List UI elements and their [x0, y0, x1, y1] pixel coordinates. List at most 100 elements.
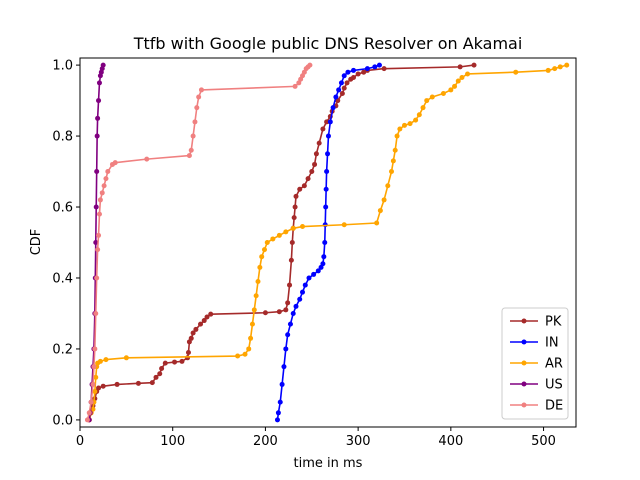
data-point-ar — [465, 71, 471, 77]
data-point-in — [306, 275, 312, 281]
data-point-pk — [292, 204, 298, 210]
data-point-pk — [285, 300, 291, 306]
data-point-ar — [392, 147, 398, 153]
data-point-in — [333, 94, 339, 100]
data-point-de — [105, 169, 111, 175]
data-point-pk — [149, 380, 155, 386]
data-point-ar — [564, 62, 570, 68]
data-point-ar — [545, 67, 551, 73]
data-point-pk — [198, 321, 204, 327]
data-point-ar — [97, 358, 103, 364]
data-point-us — [96, 80, 102, 86]
data-point-in — [290, 310, 296, 316]
data-point-pk — [344, 80, 350, 86]
data-point-pk — [341, 85, 347, 91]
data-point-ar — [251, 307, 257, 313]
data-point-pk — [185, 349, 191, 355]
data-point-ar — [103, 357, 109, 363]
data-point-de — [92, 346, 98, 352]
axes-frame — [79, 57, 577, 428]
series-ar — [86, 62, 570, 423]
data-point-ar — [93, 374, 99, 380]
data-point-de — [84, 417, 90, 423]
data-point-ar — [513, 69, 519, 75]
data-point-de — [196, 94, 202, 100]
legend-label-us: US — [545, 378, 563, 393]
data-point-ar — [455, 78, 461, 84]
data-point-ar — [389, 169, 395, 175]
plot-series — [84, 62, 570, 423]
data-point-in — [341, 73, 347, 79]
data-point-in — [338, 80, 344, 86]
data-point-ar — [416, 112, 422, 118]
legend-item-us: US — [510, 378, 563, 393]
data-point-de — [188, 147, 194, 153]
data-point-ar — [401, 122, 407, 128]
data-point-ar — [377, 208, 383, 214]
chart-title: Ttfb with Google public DNS Resolver on … — [133, 34, 523, 53]
legend-label-pk: PK — [545, 315, 562, 330]
data-point-ar — [341, 222, 347, 228]
x-tick-label: 400 — [438, 434, 463, 449]
data-point-ar — [257, 264, 263, 270]
data-point-ar — [249, 321, 255, 327]
legend-item-de: DE — [510, 399, 563, 414]
data-point-pk — [457, 64, 463, 70]
data-point-ar — [381, 197, 387, 203]
data-point-pk — [361, 69, 367, 75]
data-point-us — [94, 133, 100, 139]
data-point-ar — [459, 75, 465, 81]
data-point-ar — [397, 126, 403, 132]
data-point-pk — [297, 186, 303, 192]
data-point-in — [315, 268, 321, 274]
data-point-de — [101, 183, 107, 189]
data-point-ar — [290, 225, 296, 231]
data-point-ar — [270, 236, 276, 242]
data-point-pk — [262, 310, 268, 316]
legend-item-pk: PK — [510, 315, 562, 330]
data-point-ar — [283, 229, 289, 235]
data-point-ar — [413, 117, 419, 123]
legend-marker-ar — [521, 360, 527, 366]
data-point-in — [372, 64, 378, 70]
data-point-in — [376, 62, 382, 68]
data-point-ar — [452, 83, 458, 89]
data-point-de — [97, 197, 103, 203]
data-point-pk — [114, 381, 120, 387]
legend-label-in: IN — [545, 336, 559, 351]
data-point-us — [96, 98, 102, 104]
data-point-ar — [407, 121, 413, 127]
data-point-de — [96, 211, 102, 217]
data-point-pk — [288, 257, 294, 263]
data-point-pk — [381, 66, 387, 72]
legend-marker-us — [521, 381, 527, 387]
data-point-pk — [204, 314, 210, 320]
data-point-ar — [424, 98, 430, 104]
legend-label-ar: AR — [545, 357, 563, 372]
data-point-pk — [276, 309, 282, 315]
data-point-de — [90, 381, 96, 387]
data-point-ar — [557, 64, 563, 70]
legend-marker-de — [521, 402, 527, 408]
data-point-de — [91, 364, 97, 370]
data-point-de — [86, 410, 92, 416]
x-tick-label: 0 — [76, 434, 84, 449]
data-point-pk — [351, 75, 356, 81]
data-point-de — [292, 83, 298, 89]
data-point-ar — [123, 355, 129, 361]
data-point-in — [275, 410, 281, 416]
data-point-in — [320, 261, 326, 267]
y-tick-label: 0.2 — [52, 342, 73, 357]
data-point-ar — [300, 224, 305, 230]
data-point-ar — [552, 66, 558, 72]
data-point-pk — [172, 359, 178, 365]
data-point-in — [297, 296, 303, 302]
data-point-in — [364, 66, 370, 72]
data-point-in — [279, 381, 285, 387]
y-axis-label: CDF — [29, 229, 44, 256]
x-tick-label: 200 — [253, 434, 278, 449]
data-point-de — [99, 190, 105, 196]
data-point-pk — [287, 282, 293, 288]
data-point-pk — [301, 183, 307, 189]
data-point-ar — [420, 105, 426, 111]
